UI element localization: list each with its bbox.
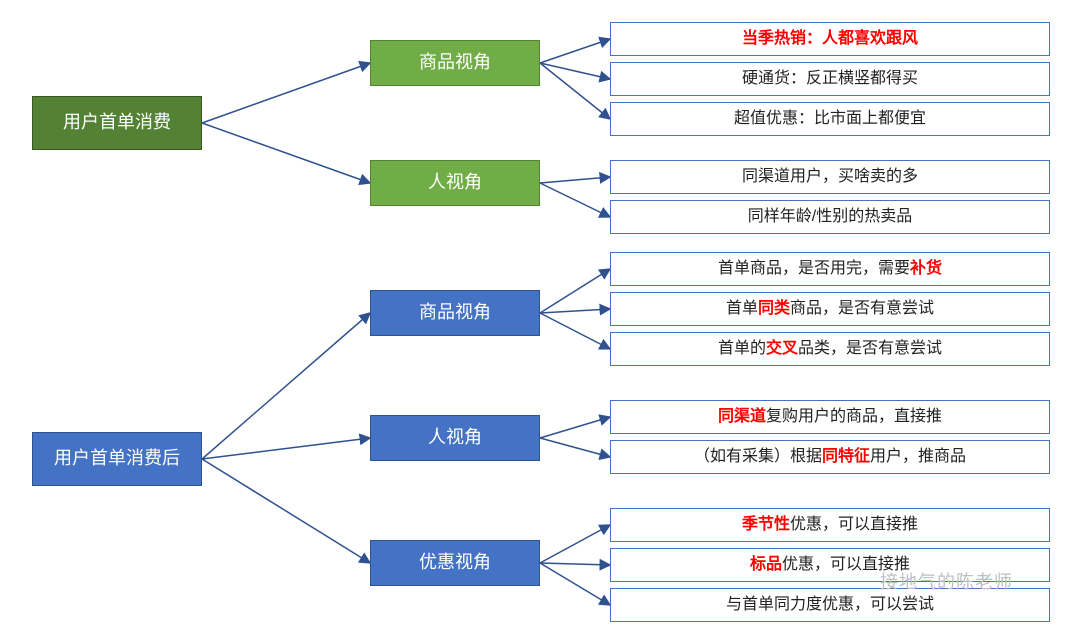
leaf-l7: 首单同类商品，是否有意尝试 [610, 292, 1050, 326]
connector-edge [540, 563, 610, 605]
connector-edge [540, 309, 610, 313]
connector-edge [540, 525, 610, 563]
connector-edge [202, 63, 370, 123]
connector-edge [540, 563, 610, 565]
mid-m4: 人视角 [370, 415, 540, 461]
leaf-l3: 超值优惠：比市面上都便宜 [610, 102, 1050, 136]
leaf-l6: 首单商品，是否用完，需要补货 [610, 252, 1050, 286]
connector-edge [540, 39, 610, 63]
mid-m3: 商品视角 [370, 290, 540, 336]
connector-edge [540, 417, 610, 438]
connector-edge [540, 183, 610, 217]
leaf-l2: 硬通货：反正横竖都得买 [610, 62, 1050, 96]
connector-edge [540, 63, 610, 119]
connector-edge [540, 269, 610, 313]
leaf-l5: 同样年龄/性别的热卖品 [610, 200, 1050, 234]
leaf-l8: 首单的交叉品类，是否有意尝试 [610, 332, 1050, 366]
leaf-l10: （如有采集）根据同特征用户，推商品 [610, 440, 1050, 474]
leaf-l4: 同渠道用户，买啥卖的多 [610, 160, 1050, 194]
leaf-l13: 与首单同力度优惠，可以尝试 [610, 588, 1050, 622]
root-r1: 用户首单消费 [32, 96, 202, 150]
connector-edge [540, 438, 610, 457]
connector-edge [540, 177, 610, 183]
leaf-l1: 当季热销：人都喜欢跟风 [610, 22, 1050, 56]
connector-edge [202, 459, 370, 563]
connector-edge [202, 313, 370, 459]
connector-edge [540, 63, 610, 79]
mid-m5: 优惠视角 [370, 540, 540, 586]
connector-edge [540, 313, 610, 349]
mid-m2: 人视角 [370, 160, 540, 206]
root-r2: 用户首单消费后 [32, 432, 202, 486]
connector-edge [202, 438, 370, 459]
leaf-l9: 同渠道复购用户的商品，直接推 [610, 400, 1050, 434]
leaf-l12: 标品优惠，可以直接推 [610, 548, 1050, 582]
leaf-l11: 季节性优惠，可以直接推 [610, 508, 1050, 542]
connector-edge [202, 123, 370, 183]
mid-m1: 商品视角 [370, 40, 540, 86]
